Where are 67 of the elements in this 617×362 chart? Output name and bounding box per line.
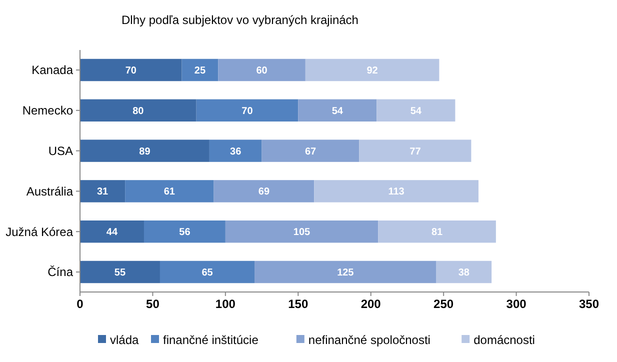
y-tick-label: Čína bbox=[48, 265, 74, 280]
data-label: 105 bbox=[293, 227, 311, 238]
bar bbox=[218, 58, 306, 82]
x-tick-label: 250 bbox=[434, 297, 454, 311]
bar bbox=[262, 140, 360, 162]
x-tick-label: 0 bbox=[76, 297, 84, 311]
bar bbox=[376, 99, 456, 122]
bar bbox=[182, 58, 218, 82]
bar bbox=[314, 180, 478, 202]
data-label: 54 bbox=[332, 106, 344, 117]
bar bbox=[214, 180, 314, 202]
y-tick-label: Austrália bbox=[26, 184, 74, 198]
data-label: 56 bbox=[179, 227, 191, 238]
bar bbox=[378, 220, 496, 243]
data-label: 54 bbox=[410, 106, 422, 117]
data-label: 67 bbox=[304, 146, 317, 158]
y-tick-label: Kanada bbox=[32, 63, 74, 78]
bar bbox=[225, 220, 378, 243]
data-label: 25 bbox=[194, 66, 206, 76]
bar bbox=[80, 99, 196, 122]
bar bbox=[80, 220, 144, 243]
data-label: 69 bbox=[258, 186, 270, 198]
data-label: 125 bbox=[337, 268, 354, 278]
bar bbox=[305, 58, 440, 82]
bar bbox=[125, 180, 214, 202]
data-label: 60 bbox=[256, 66, 268, 76]
x-tick-label: 200 bbox=[360, 297, 382, 311]
y-tick-label: Nemecko bbox=[22, 104, 74, 118]
x-tick-label: 300 bbox=[506, 297, 527, 311]
legend-label: vláda bbox=[110, 333, 140, 348]
bar bbox=[298, 99, 377, 122]
data-label: 92 bbox=[366, 66, 378, 76]
legend-label: domácnosti bbox=[474, 333, 535, 348]
x-tick-label: 350 bbox=[578, 297, 600, 311]
data-label: 80 bbox=[132, 106, 144, 117]
bar bbox=[80, 180, 126, 202]
bar bbox=[196, 99, 298, 122]
y-tick-label: USA bbox=[48, 144, 73, 158]
data-label: 44 bbox=[106, 227, 118, 238]
data-label: 70 bbox=[125, 66, 137, 76]
bar bbox=[160, 260, 255, 284]
legend-label: nefinančné spoločnosti bbox=[308, 333, 430, 348]
data-label: 31 bbox=[96, 186, 109, 198]
y-tick-label: Južná Kórea bbox=[6, 224, 74, 239]
bar bbox=[359, 140, 472, 162]
data-label: 81 bbox=[431, 227, 444, 238]
bar bbox=[80, 260, 160, 284]
bar bbox=[144, 220, 226, 243]
data-label: 70 bbox=[242, 106, 254, 117]
bar bbox=[80, 58, 182, 82]
data-label: 113 bbox=[388, 186, 405, 198]
legend-label: finančné inštitúcie bbox=[163, 333, 259, 348]
data-label: 65 bbox=[202, 268, 214, 278]
data-label: 36 bbox=[230, 146, 242, 158]
bar bbox=[80, 140, 210, 162]
x-tick-label: 150 bbox=[288, 297, 308, 311]
data-label: 89 bbox=[139, 146, 151, 158]
bar bbox=[436, 260, 492, 284]
x-tick-label: 100 bbox=[215, 297, 236, 311]
chart-title: Dlhy podľa subjektov vo vybraných krajinách bbox=[122, 13, 358, 28]
bar bbox=[209, 140, 262, 162]
data-label: 55 bbox=[114, 268, 126, 278]
x-tick-label: 50 bbox=[146, 297, 160, 311]
bar bbox=[254, 260, 436, 284]
data-label: 38 bbox=[458, 268, 470, 278]
data-label: 77 bbox=[410, 146, 422, 158]
data-label: 61 bbox=[164, 186, 176, 198]
